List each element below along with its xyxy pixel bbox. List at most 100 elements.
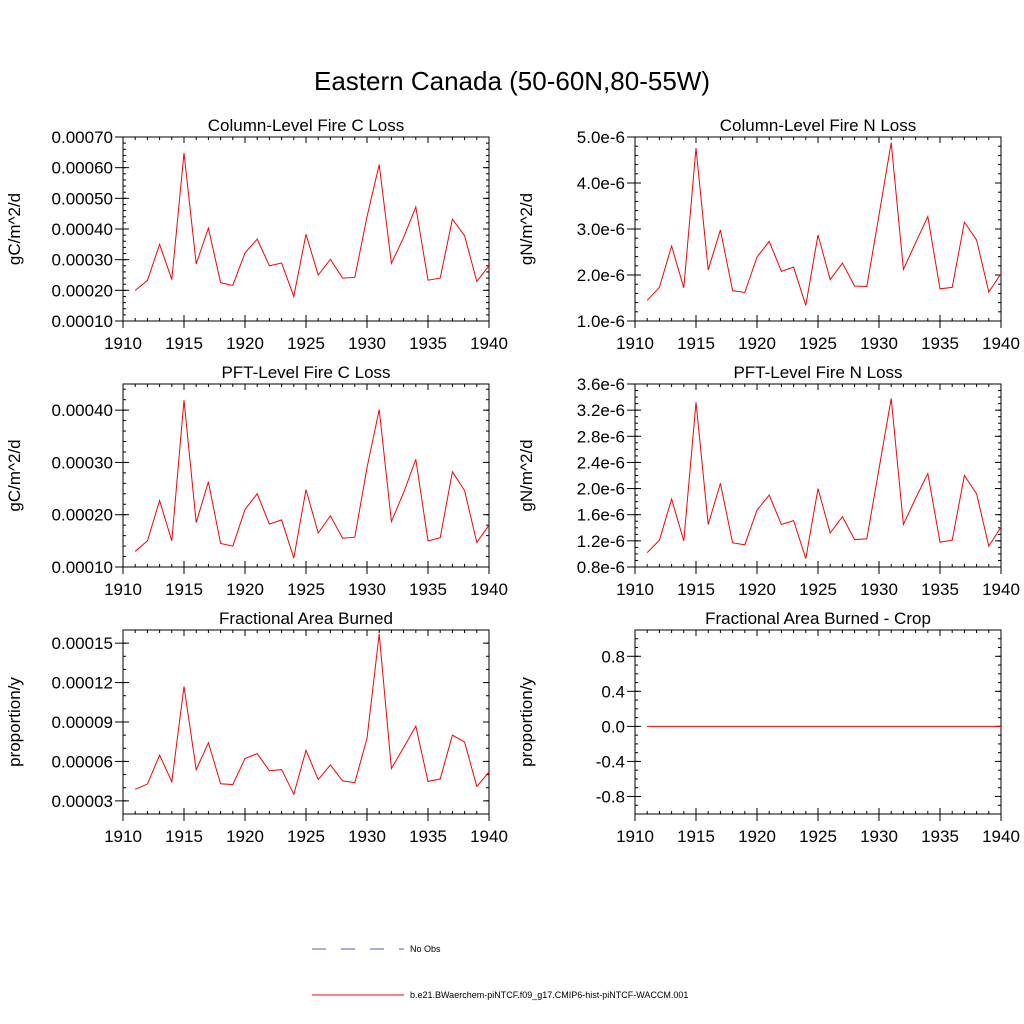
y-tick-label: 0.00020 bbox=[52, 281, 113, 300]
y-tick-label: 0.00070 bbox=[52, 128, 113, 147]
figure-title: Eastern Canada (50-60N,80-55W) bbox=[314, 66, 710, 96]
y-tick-label: 0.00003 bbox=[52, 792, 113, 811]
y-tick-label: 2.0e-6 bbox=[577, 480, 625, 499]
series-line-1 bbox=[134, 152, 490, 299]
x-tick-label: 1925 bbox=[799, 580, 837, 599]
series-line-1 bbox=[646, 398, 1002, 559]
panel-title: PFT-Level Fire N Loss bbox=[733, 363, 902, 382]
plot-frame bbox=[634, 136, 1002, 322]
y-tick-label: 2.0e-6 bbox=[577, 266, 625, 285]
x-tick-label: 1915 bbox=[677, 827, 715, 846]
series-line-1 bbox=[134, 400, 490, 559]
x-tick-label: 1940 bbox=[982, 334, 1020, 353]
x-tick-label: 1915 bbox=[165, 827, 203, 846]
y-tick-label: 5.0e-6 bbox=[577, 128, 625, 147]
x-tick-label: 1940 bbox=[470, 580, 508, 599]
y-tick-label: 0.00010 bbox=[52, 558, 113, 577]
y-tick-label: 1.2e-6 bbox=[577, 532, 625, 551]
panel-title: Fractional Area Burned - Crop bbox=[705, 609, 931, 628]
plot-frame bbox=[634, 629, 1002, 815]
series-line-1 bbox=[646, 142, 1002, 306]
x-tick-label: 1925 bbox=[287, 827, 325, 846]
y-tick-label: 0.4 bbox=[601, 682, 625, 701]
y-tick-label: 3.0e-6 bbox=[577, 220, 625, 239]
x-tick-label: 1935 bbox=[921, 334, 959, 353]
y-tick-label: -0.8 bbox=[596, 787, 625, 806]
y-tick-label: 3.6e-6 bbox=[577, 375, 625, 394]
x-tick-label: 1915 bbox=[165, 334, 203, 353]
y-tick-label: 0.00030 bbox=[52, 453, 113, 472]
panel-title: Column-Level Fire C Loss bbox=[208, 116, 405, 135]
y-tick-label: 4.0e-6 bbox=[577, 174, 625, 193]
x-tick-label: 1925 bbox=[287, 334, 325, 353]
y-tick-label: 0.00010 bbox=[52, 312, 113, 331]
x-tick-label: 1935 bbox=[409, 334, 447, 353]
y-tick-label: 0.0 bbox=[601, 717, 625, 736]
panel-4: PFT-Level Fire N Loss gN/m^2/d 1910 1915 192… bbox=[517, 363, 1020, 599]
x-tick-label: 1910 bbox=[616, 827, 654, 846]
x-tick-label: 1935 bbox=[409, 827, 447, 846]
y-tick-label: 0.00012 bbox=[52, 674, 113, 693]
y-axis-label: gN/m^2/d bbox=[517, 439, 536, 511]
x-tick-label: 1925 bbox=[799, 827, 837, 846]
x-tick-label: 1915 bbox=[165, 580, 203, 599]
y-axis-label: gC/m^2/d bbox=[5, 439, 24, 511]
x-tick-label: 1925 bbox=[287, 580, 325, 599]
x-tick-label: 1915 bbox=[677, 334, 715, 353]
y-tick-label: 0.8e-6 bbox=[577, 558, 625, 577]
x-tick-label: 1920 bbox=[226, 334, 264, 353]
y-tick-label: -0.4 bbox=[596, 752, 625, 771]
y-tick-label: 0.00030 bbox=[52, 251, 113, 270]
panel-1: Column-Level Fire C Loss gC/m^2/d 1910 1915… bbox=[5, 116, 508, 353]
y-tick-label: 0.00040 bbox=[52, 401, 113, 420]
panel-title: PFT-Level Fire C Loss bbox=[221, 363, 390, 382]
x-tick-label: 1935 bbox=[409, 580, 447, 599]
legend: No Obs b.e21.BWaerchem-piNTCF.f09_g17.CM… bbox=[312, 944, 688, 1000]
x-tick-label: 1920 bbox=[226, 580, 264, 599]
y-tick-label: 0.00015 bbox=[52, 634, 113, 653]
y-tick-label: 1.0e-6 bbox=[577, 312, 625, 331]
legend-label-no-obs: No Obs bbox=[410, 944, 441, 954]
x-tick-label: 1930 bbox=[348, 334, 386, 353]
panel-3: PFT-Level Fire C Loss gC/m^2/d 1910 1915 192… bbox=[5, 363, 508, 599]
panels: Column-Level Fire C Loss gC/m^2/d 1910 1915… bbox=[5, 116, 1020, 846]
x-tick-label: 1910 bbox=[104, 580, 142, 599]
y-axis-label: proportion/y bbox=[5, 677, 24, 767]
x-tick-label: 1915 bbox=[677, 580, 715, 599]
panel-6: Fractional Area Burned - Crop proportion/… bbox=[517, 609, 1020, 846]
y-tick-label: 0.00009 bbox=[52, 713, 113, 732]
x-tick-label: 1920 bbox=[738, 827, 776, 846]
y-tick-label: 0.8 bbox=[601, 647, 625, 666]
x-tick-label: 1930 bbox=[860, 580, 898, 599]
x-tick-label: 1940 bbox=[982, 580, 1020, 599]
panel-2: Column-Level Fire N Loss gN/m^2/d 1910 1915… bbox=[517, 116, 1020, 353]
y-axis-label: proportion/y bbox=[517, 677, 536, 767]
series-line-1 bbox=[135, 633, 490, 796]
x-tick-label: 1930 bbox=[348, 580, 386, 599]
x-tick-label: 1910 bbox=[616, 334, 654, 353]
x-tick-label: 1920 bbox=[738, 334, 776, 353]
y-tick-label: 0.00050 bbox=[52, 189, 113, 208]
x-tick-label: 1925 bbox=[799, 334, 837, 353]
x-tick-label: 1910 bbox=[104, 827, 142, 846]
y-tick-label: 0.00020 bbox=[52, 506, 113, 525]
legend-label-model: b.e21.BWaerchem-piNTCF.f09_g17.CMIP6-his… bbox=[410, 990, 688, 1000]
y-tick-label: 3.2e-6 bbox=[577, 401, 625, 420]
x-tick-label: 1940 bbox=[470, 827, 508, 846]
y-tick-label: 0.00006 bbox=[52, 752, 113, 771]
panel-5: Fractional Area Burned proportion/y 1910 19… bbox=[5, 609, 508, 846]
x-tick-label: 1940 bbox=[470, 334, 508, 353]
y-tick-label: 0.00060 bbox=[52, 159, 113, 178]
plot-frame bbox=[122, 629, 490, 815]
y-tick-label: 2.8e-6 bbox=[577, 427, 625, 446]
x-tick-label: 1920 bbox=[226, 827, 264, 846]
x-tick-label: 1935 bbox=[921, 580, 959, 599]
panel-title: Column-Level Fire N Loss bbox=[720, 116, 917, 135]
x-tick-label: 1920 bbox=[738, 580, 776, 599]
x-tick-label: 1930 bbox=[860, 334, 898, 353]
panel-title: Fractional Area Burned bbox=[219, 609, 393, 628]
y-tick-label: 1.6e-6 bbox=[577, 506, 625, 525]
plot-frame bbox=[122, 136, 490, 322]
x-tick-label: 1935 bbox=[921, 827, 959, 846]
